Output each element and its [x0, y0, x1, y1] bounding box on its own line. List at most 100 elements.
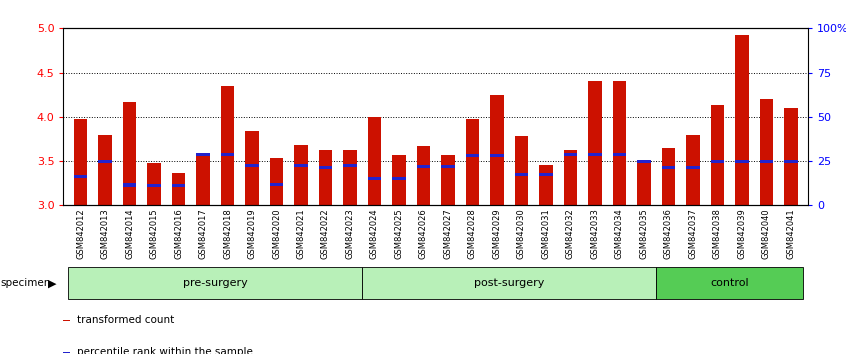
Bar	[221, 153, 234, 156]
Bar	[368, 177, 382, 180]
Text: GSM842031: GSM842031	[541, 209, 551, 259]
Text: percentile rank within the sample: percentile rank within the sample	[77, 347, 253, 354]
Bar	[686, 135, 700, 205]
Bar	[172, 172, 185, 205]
Bar	[63, 352, 70, 353]
Text: GSM842025: GSM842025	[394, 209, 404, 259]
Bar	[760, 99, 773, 205]
Bar	[539, 173, 552, 176]
Text: GSM842021: GSM842021	[296, 209, 305, 259]
Text: GSM842039: GSM842039	[738, 209, 746, 259]
Text: GSM842027: GSM842027	[443, 209, 453, 259]
Bar	[442, 155, 454, 205]
Bar	[74, 120, 87, 205]
Bar	[368, 117, 382, 205]
Bar	[613, 81, 626, 205]
Bar	[656, 267, 803, 299]
Bar	[613, 153, 626, 156]
Text: ▶: ▶	[48, 278, 57, 288]
Text: GSM842026: GSM842026	[419, 209, 428, 259]
Bar	[196, 153, 210, 156]
Bar	[294, 164, 308, 167]
Bar	[147, 184, 161, 187]
Bar	[735, 160, 749, 162]
Text: GSM842037: GSM842037	[689, 209, 697, 259]
Bar	[514, 173, 528, 176]
Bar	[74, 175, 87, 178]
Bar	[221, 86, 234, 205]
Bar	[393, 155, 406, 205]
Bar	[637, 161, 651, 205]
Bar	[270, 158, 283, 205]
Bar	[711, 105, 724, 205]
Bar	[760, 160, 773, 162]
Bar	[123, 183, 136, 187]
Text: GSM842018: GSM842018	[223, 209, 232, 259]
Bar	[362, 267, 656, 299]
Bar	[343, 164, 357, 167]
Text: GSM842017: GSM842017	[199, 209, 207, 259]
Text: transformed count: transformed count	[77, 315, 174, 325]
Bar	[514, 136, 528, 205]
Text: GSM842041: GSM842041	[786, 209, 795, 259]
Text: GSM842016: GSM842016	[174, 209, 183, 259]
Bar	[196, 153, 210, 205]
Bar	[270, 183, 283, 185]
Bar	[63, 320, 70, 321]
Text: GSM842038: GSM842038	[713, 209, 722, 259]
Text: GSM842040: GSM842040	[761, 209, 771, 259]
Text: GSM842019: GSM842019	[248, 209, 256, 259]
Text: GSM842029: GSM842029	[492, 209, 502, 259]
Bar	[245, 131, 259, 205]
Text: GSM842035: GSM842035	[640, 209, 648, 259]
Bar	[686, 166, 700, 169]
Bar	[490, 95, 503, 205]
Bar	[784, 108, 798, 205]
Text: post-surgery: post-surgery	[474, 278, 544, 288]
Text: GSM842012: GSM842012	[76, 209, 85, 259]
Bar	[465, 120, 479, 205]
Text: GSM842030: GSM842030	[517, 209, 526, 259]
Bar	[539, 166, 552, 205]
Text: GSM842032: GSM842032	[566, 209, 575, 259]
Bar	[662, 166, 675, 169]
Bar	[637, 160, 651, 162]
Text: GSM842023: GSM842023	[345, 209, 354, 259]
Text: GSM842036: GSM842036	[664, 209, 673, 259]
Text: specimen: specimen	[1, 278, 52, 288]
Text: GSM842014: GSM842014	[125, 209, 134, 259]
Bar	[563, 150, 577, 205]
Bar	[711, 160, 724, 162]
Bar	[662, 148, 675, 205]
Text: GSM842034: GSM842034	[615, 209, 624, 259]
Text: pre-surgery: pre-surgery	[183, 278, 248, 288]
Text: GSM842028: GSM842028	[468, 209, 477, 259]
Bar	[588, 153, 602, 156]
Text: control: control	[711, 278, 749, 288]
Bar	[588, 81, 602, 205]
Bar	[442, 165, 454, 168]
Bar	[319, 150, 332, 205]
Bar	[563, 153, 577, 156]
Bar	[123, 102, 136, 205]
Text: GSM842020: GSM842020	[272, 209, 281, 259]
Bar	[490, 154, 503, 157]
Bar	[417, 165, 430, 168]
Bar	[319, 166, 332, 169]
Bar	[343, 150, 357, 205]
Bar	[245, 164, 259, 167]
Bar	[735, 35, 749, 205]
Bar	[147, 163, 161, 205]
Text: GSM842033: GSM842033	[591, 209, 599, 259]
Bar	[98, 160, 112, 162]
Bar	[784, 160, 798, 162]
Text: GSM842024: GSM842024	[370, 209, 379, 259]
Text: GSM842013: GSM842013	[101, 209, 110, 259]
Text: GSM842022: GSM842022	[321, 209, 330, 259]
Bar	[417, 146, 430, 205]
Bar	[393, 177, 406, 180]
Bar	[465, 154, 479, 157]
Bar	[98, 135, 112, 205]
Bar	[172, 184, 185, 187]
Bar	[294, 145, 308, 205]
